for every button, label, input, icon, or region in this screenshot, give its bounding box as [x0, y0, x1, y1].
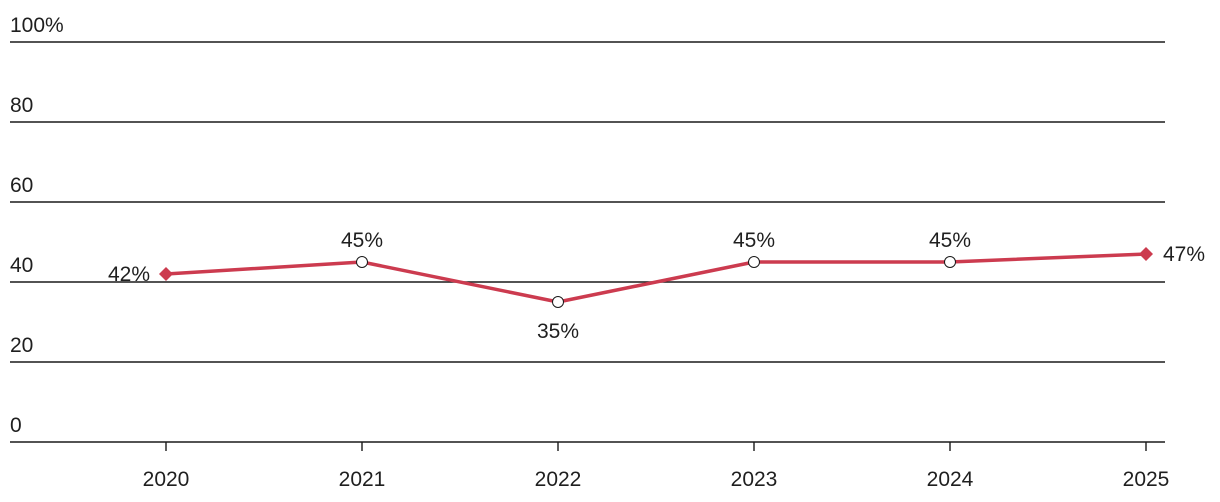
- x-tick-label: 2024: [927, 468, 974, 491]
- data-label: 45%: [929, 229, 971, 252]
- x-tick-label: 2025: [1123, 468, 1170, 491]
- data-label: 35%: [537, 320, 579, 343]
- y-tick-label: 40: [10, 254, 33, 277]
- data-point-marker: [356, 256, 368, 268]
- x-tick-label: 2021: [339, 468, 386, 491]
- x-tick-label: 2020: [143, 468, 190, 491]
- y-tick-label: 60: [10, 174, 33, 197]
- x-tick-label: 2022: [535, 468, 582, 491]
- data-label: 47%: [1163, 243, 1205, 266]
- y-tick-label: 0: [10, 414, 22, 437]
- data-point-marker: [1139, 247, 1153, 261]
- series-line: [164, 252, 1148, 304]
- data-label: 45%: [341, 229, 383, 252]
- x-tick-label: 2023: [731, 468, 778, 491]
- y-tick-label: 80: [10, 94, 33, 117]
- data-point-marker: [159, 267, 173, 281]
- data-point-marker: [552, 296, 564, 308]
- data-point-marker: [748, 256, 760, 268]
- y-tick-label: 100%: [10, 14, 64, 37]
- data-point-marker: [944, 256, 956, 268]
- y-tick-label: 20: [10, 334, 33, 357]
- data-label: 42%: [108, 263, 150, 286]
- data-label: 45%: [733, 229, 775, 252]
